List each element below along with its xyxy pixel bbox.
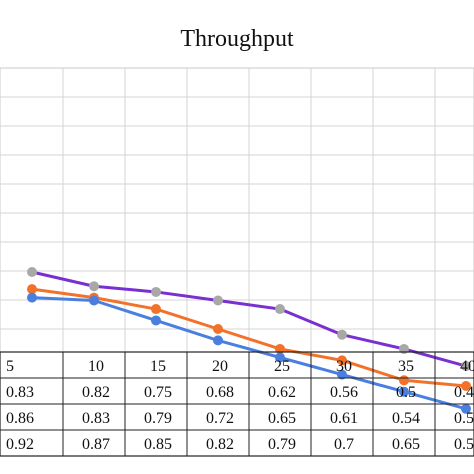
data-point [337,369,347,380]
table-cell: 0.75 [144,384,172,401]
data-point [213,324,223,334]
data-point [337,355,347,366]
table-header-cell: 25 [274,358,290,375]
data-point [275,352,285,363]
data-point [27,292,37,303]
data-point [461,361,471,372]
table-cell: 0.82 [206,436,234,453]
table-cell: 0.87 [82,436,110,453]
table-cell: 0.65 [268,410,296,427]
table-cell: 0.83 [82,410,110,427]
table-cell: 0.82 [82,384,110,401]
data-point [27,267,37,277]
data-point [151,304,161,315]
table-cell: 0.65 [392,436,420,453]
data-point [399,386,409,397]
table-cell: 0.46 [454,384,474,401]
table-header-cell: 5 [6,358,14,375]
series-line-2 [31,287,467,388]
table-cell: 0.86 [6,410,34,427]
table-header-cell: 10 [88,358,104,375]
chart-title: Throughput [180,26,294,52]
data-point [461,403,471,414]
table-cell: 0.85 [144,436,172,453]
table-cell: 0.54 [392,410,420,427]
data-point [27,284,37,295]
table-border [0,351,474,457]
table-cell: 0.79 [144,410,172,427]
table-cell: 0.61 [330,410,358,427]
data-point [89,295,99,306]
table-cell: 0.56 [330,384,358,401]
series-line-1 [31,296,467,411]
table-cell: 0.92 [6,436,34,453]
table-cell: 0.68 [206,384,234,401]
series-line-3 [31,270,467,368]
data-point [89,281,99,292]
table-header-cell: 40 [460,358,474,375]
plot-border [0,67,474,353]
table-cell: 0.79 [268,436,296,453]
table-cell: 0.59 [454,436,474,453]
data-point [337,329,347,340]
table-cell: 0.52 [454,410,474,427]
plot-grid [0,67,474,353]
table-header-cell: 30 [336,358,352,375]
data-point [461,381,471,391]
table-cell: 0.83 [6,384,34,401]
table-cell: 0.7 [334,436,354,453]
table-header-cell: 35 [398,358,414,375]
data-point [151,315,161,326]
table-header-cell: 15 [150,358,166,375]
series-lines [31,270,467,411]
table-cell: 0.72 [206,410,234,427]
data-point [151,286,161,297]
data-point [213,335,223,346]
data-point [213,295,223,306]
table-header-cell: 20 [212,358,228,375]
table-cell: 0.5 [396,384,416,401]
data-point [275,304,285,315]
data-table: 5 10 15 20 25 30 35 40 0.83 0.82 0.75 0.68 0.62 0.56 0… [0,351,474,457]
table-cell: 0.62 [268,384,296,401]
